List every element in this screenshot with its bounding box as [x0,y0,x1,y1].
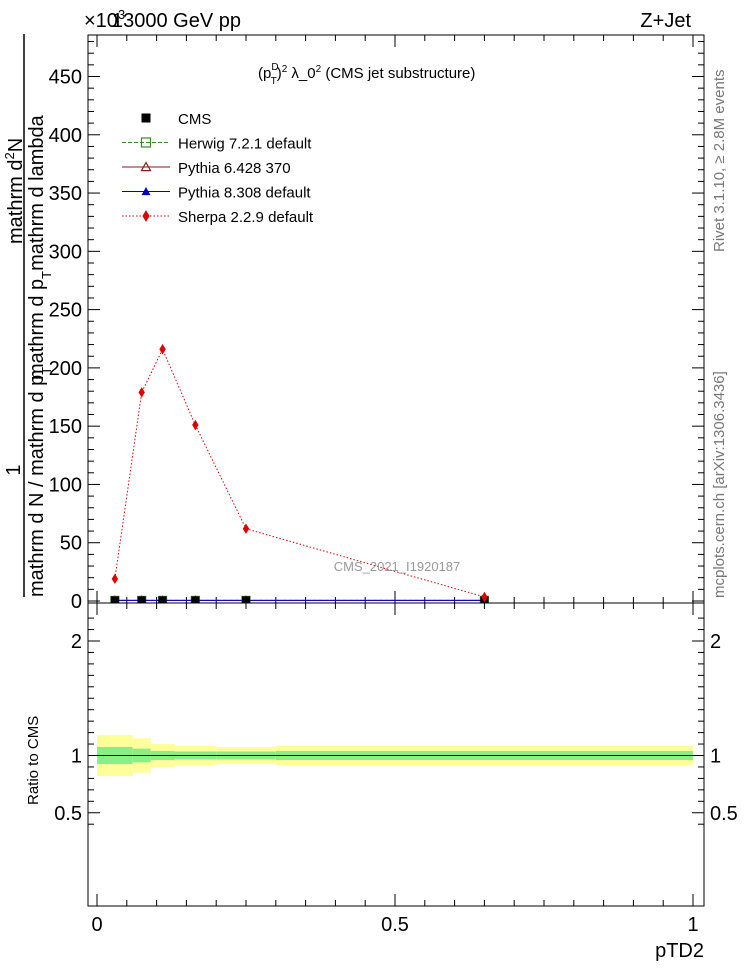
data-point [137,596,146,603]
ratio-y-tick-label-right: 2 [710,631,721,653]
series-sherpa-2-2-9-default [111,344,488,603]
data-point [481,591,488,603]
legend-item-cms: CMS [141,111,211,128]
plot-title-close: ) [277,65,282,82]
plot-title-sup-d: D [271,62,278,73]
ratio-y-tick-label: 0.5 [54,803,82,825]
legend-marker [140,137,152,148]
legend-marker [142,210,150,222]
data-point [191,596,200,603]
y-tick-label: 400 [49,125,82,147]
legend-item-herwig-7-2-1-default: Herwig 7.2.1 default [122,136,312,153]
ratio-y-axis-label: Ratio to CMS [25,716,42,805]
ylabel-numerator-line2: mathrm d p [26,279,48,380]
y-tick-label: 250 [49,300,82,322]
ylabel-denominator-sub: T [39,367,54,375]
plot-title-pre: (p [258,65,271,82]
ratio-y-tick-label-right: 0.5 [710,803,738,825]
ratio-bands [97,734,693,777]
plot-title-sub-t: T [271,76,277,87]
x-tick-label: 0 [91,914,102,936]
ylabel-numerator-line1-end: N [5,138,27,152]
plot-title-sup-2: 2 [282,64,288,75]
legend-label: Herwig 7.2.1 default [178,136,312,153]
ylabel-numerator-line1: mathrm d [5,160,27,244]
data-point [110,596,119,603]
analysis-watermark: CMS_2021_I1920187 [334,559,461,574]
x-tick-label: 0.5 [381,914,409,936]
ylabel-numerator-line2-end: mathrm d lambda [26,114,48,270]
y-tick-label: 50 [60,533,82,555]
legend-label: Pythia 8.308 default [178,185,311,202]
plot-title: (pD T)2 λ_02 (CMS jet substructure) [258,62,475,87]
x-tick-label: 1 [687,914,698,936]
data-point [192,419,199,431]
plot-title-rest: (CMS jet substructure) [321,65,475,82]
legend-item-sherpa-2-2-9-default: Sherpa 2.2.9 default [122,209,314,226]
ratio-y-tick-label: 1 [71,746,82,768]
ratio-plot-frame [87,602,705,907]
plot-title-mid: λ_0 [287,65,315,82]
rivet-label: Rivet 3.1.10, ≥ 2.8M events [711,70,728,253]
data-point [138,387,145,398]
legend-label: Pythia 6.428 370 [178,160,291,177]
legend-label: CMS [178,111,211,128]
ylabel-numerator-sup: 2 [2,152,17,159]
y-multiplier-base: ×10 [84,10,118,32]
legend-marker [141,113,151,123]
ratio-y-tick-label-right: 1 [710,746,721,768]
y-tick-label: 150 [49,416,82,438]
data-point [111,573,119,585]
y-tick-label: 450 [49,67,82,89]
y-tick-label: 0 [71,591,82,613]
process-label: Z+Jet [640,10,691,32]
ylabel-numerator-line2-sub: T [39,271,54,279]
mcplots-label: mcplots.cern.ch [arXiv:1306.3436] [711,371,728,598]
y-tick-label: 100 [49,474,82,496]
data-point [159,344,166,355]
ratio-y-tick-label: 2 [71,631,82,653]
legend-marker [140,161,152,172]
ylabel-numerator: mathrm d2N [2,138,27,244]
energy-label: 13000 GeV pp [112,10,241,32]
legend-label: Sherpa 2.2.9 default [178,209,314,226]
data-point [242,596,250,603]
series-line [114,348,485,598]
legend-item-pythia-8-308-default: Pythia 8.308 default [122,185,311,202]
y-tick-label: 350 [49,183,82,205]
main-axes: 0 50 100 150 200 250 300 350 400 450 [49,35,704,613]
main-y-axis-label: 1 mathrm d N / mathrm d pT mathrm d2N ma… [2,34,54,597]
plot-title-mid-sup: 2 [316,64,322,75]
ylabel-numerator-lower: mathrm d pTmathrm d lambda [26,114,54,380]
legend-item-pythia-6-428-370: Pythia 6.428 370 [122,160,291,177]
legend-marker [141,187,151,196]
y-multiplier-power: 3 [118,7,125,22]
ylabel-denominator: mathrm d N / mathrm d pT [26,367,54,597]
data-point [158,596,167,603]
ylabel-denominator-text: mathrm d N / mathrm d p [26,375,48,597]
ylabel-one: 1 [3,464,25,475]
y-tick-label: 300 [49,241,82,263]
legend: CMS Herwig 7.2.1 default Pythia 6.428 370 P… [122,111,314,226]
main-series [110,344,489,603]
data-point [242,523,250,534]
ratio-axes: 0 0.5 1 0.5 0.5 1 1 2 2 [54,603,738,936]
x-axis-label: pTD2 [655,940,704,962]
y-tick-label: 200 [49,358,82,380]
y-multiplier: ×103 [84,7,125,32]
